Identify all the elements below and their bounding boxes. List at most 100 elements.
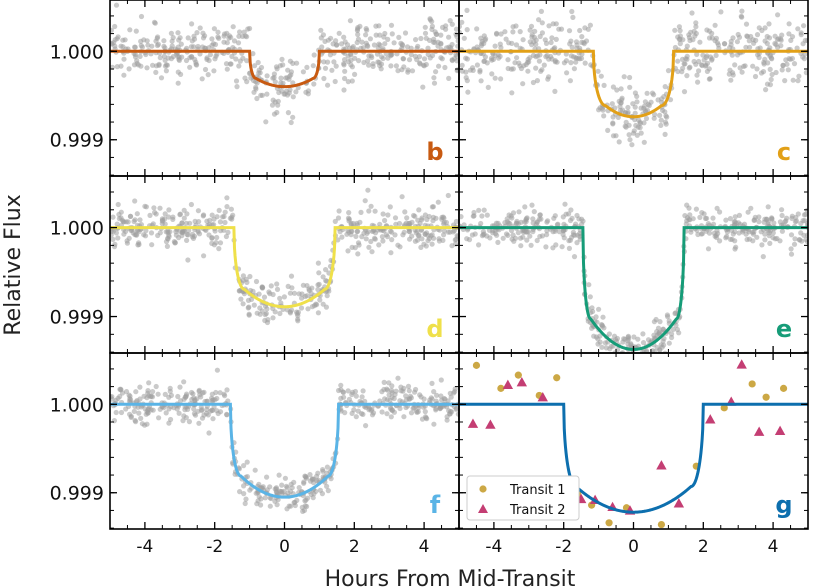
data-point [308,290,314,296]
data-point [632,110,638,116]
data-point [454,33,459,40]
data-point [114,64,120,70]
data-point [181,228,187,234]
data-point [355,408,361,414]
data-point [743,21,750,27]
data-point [416,54,423,60]
data-point [750,231,757,237]
data-point [422,212,428,218]
data-point [657,112,663,118]
data-point [697,214,703,220]
data-point [368,238,374,245]
data-point [253,278,260,285]
data-point [448,394,454,400]
data-point [772,33,778,39]
model-curve-g [459,402,808,514]
data-point [211,222,217,228]
data-point [130,230,136,236]
data-point [513,23,519,29]
data-point [144,38,150,44]
data-point [395,68,401,74]
data-point [363,236,369,242]
data-point [745,209,751,215]
data-point [119,390,126,396]
data-point [622,355,627,360]
data-point [634,132,640,138]
data-point [573,59,579,65]
data-point [527,233,533,239]
data-point [546,23,552,29]
data-point [241,491,247,497]
data-point [204,218,210,224]
data-point [234,84,240,90]
data-point [714,234,720,241]
data-point [789,55,796,62]
data-point [684,43,690,49]
data-point [222,31,228,37]
data-point [264,474,270,480]
data-point [250,51,256,57]
data-point [696,68,702,74]
data-point [133,389,139,395]
data-point [625,360,630,365]
data-point [521,63,527,69]
data-point [632,368,637,373]
data-point [211,68,217,74]
transit2-point [753,426,765,436]
data-point [363,423,369,429]
data-point [245,26,251,32]
data-point [559,244,565,250]
data-point [665,314,671,320]
data-point [629,142,635,148]
data-point [110,232,114,238]
data-point [534,237,540,244]
data-point [347,45,353,51]
data-point [369,249,375,255]
data-point [137,217,143,223]
data-point [405,383,412,389]
data-point [658,117,664,123]
data-point [178,41,184,47]
data-point [736,230,742,236]
data-point [641,120,647,126]
data-point [515,230,522,236]
data-point [660,326,666,332]
transit2-point [705,414,716,424]
data-point [518,243,524,249]
model-curve-f [110,402,459,499]
data-point [298,305,305,311]
data-point [478,78,484,84]
data-point [601,82,607,88]
x-tick-label: 0 [279,537,290,557]
data-point [771,220,777,226]
data-point [548,39,554,46]
data-point [650,359,655,364]
data-point [479,41,485,47]
data-point [247,273,253,280]
data-point [597,339,603,345]
data-point [693,61,699,67]
data-point [528,242,534,248]
data-point [241,463,247,469]
data-point [684,53,690,59]
data-point [406,388,412,394]
data-point [302,293,308,300]
data-point [706,76,713,82]
data-point [295,316,301,322]
data-point [431,235,437,241]
data-point [387,228,393,234]
data-point [385,36,391,43]
data-point [345,79,351,85]
data-point [524,215,530,221]
data-point [583,38,590,44]
data-point [175,393,181,400]
data-point [310,476,316,482]
data-point [227,61,233,67]
y-axis-label: Relative Flux [1,194,26,335]
data-point [726,71,732,77]
data-point [170,214,176,220]
data-point [517,235,524,241]
data-point [401,414,407,420]
data-point [246,312,252,318]
data-point [652,348,658,353]
